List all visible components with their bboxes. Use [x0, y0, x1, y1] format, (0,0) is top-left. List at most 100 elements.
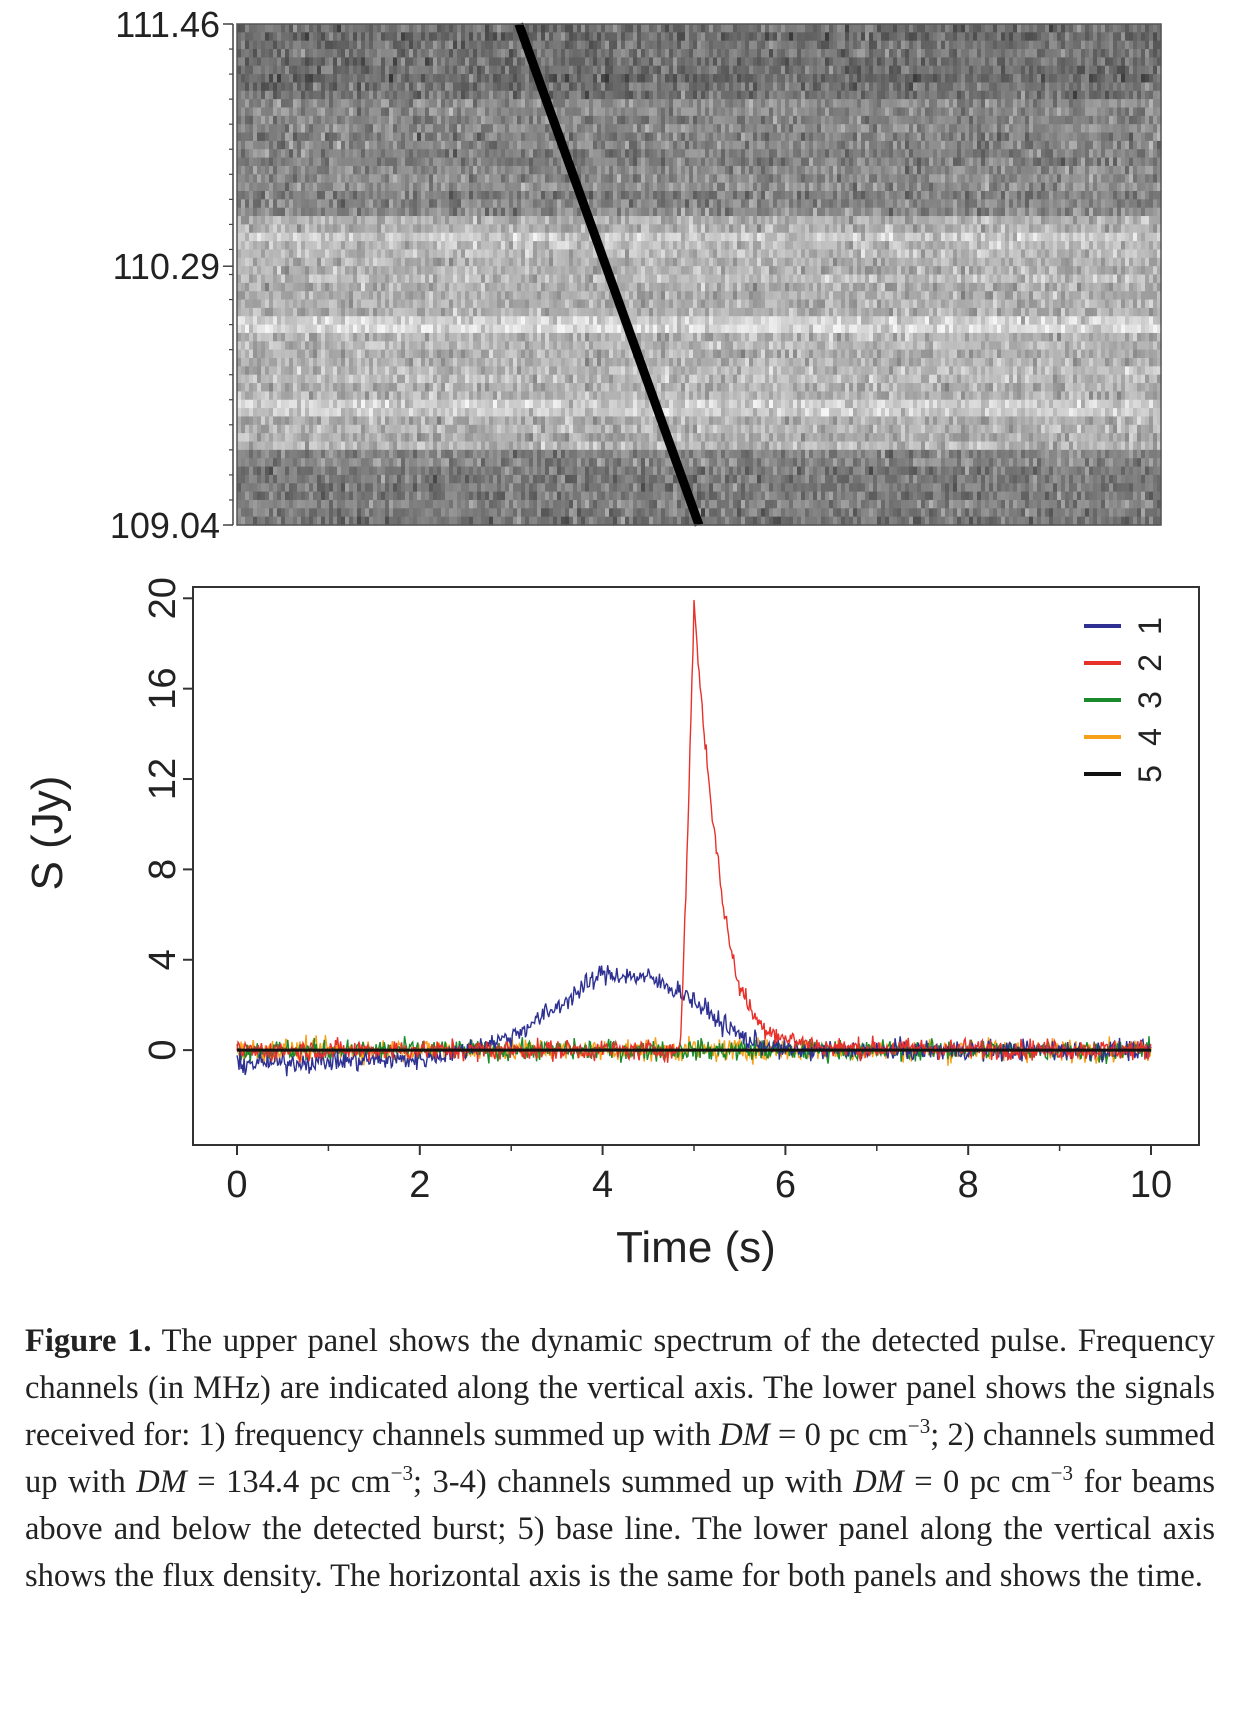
spectrum-pixel	[241, 32, 246, 42]
spectrum-pixel	[993, 32, 998, 42]
spectrum-pixel	[581, 74, 586, 84]
spectrum-pixel	[497, 124, 502, 134]
spectrum-pixel	[397, 165, 402, 175]
spectrum-pixel	[1061, 74, 1066, 84]
spectrum-pixel	[405, 115, 410, 125]
spectrum-pixel	[969, 74, 974, 84]
spectrum-pixel	[921, 82, 926, 92]
spectrum-pixel	[501, 40, 506, 50]
spectrum-pixel	[285, 99, 290, 109]
spectrum-pixel	[377, 82, 382, 92]
spectrum-pixel	[1077, 40, 1082, 50]
spectrum-pixel	[1101, 191, 1106, 200]
spectrum-pixel	[649, 40, 654, 50]
spectrum-pixel	[437, 49, 442, 58]
spectrum-pixel	[913, 140, 918, 150]
spectrum-pixel	[1097, 40, 1102, 50]
spectrum-pixel	[613, 191, 618, 200]
spectrum-pixel	[329, 24, 334, 33]
spectrum-pixel	[701, 115, 706, 125]
spectrum-pixel	[901, 57, 906, 67]
spectrum-pixel	[1001, 182, 1006, 192]
spectrum-pixel	[553, 24, 558, 33]
spectrum-pixel	[517, 99, 522, 109]
spectrum-pixel	[465, 57, 470, 67]
spectrum-pixel	[653, 140, 658, 150]
spectrum-pixel	[385, 132, 390, 142]
spectrum-pixel	[605, 24, 610, 33]
spectrum-pixel	[1033, 57, 1038, 67]
spectrum-pixel	[617, 191, 622, 200]
spectrum-pixel	[1125, 182, 1130, 192]
spectrum-pixel	[593, 165, 598, 175]
spectrum-pixel	[677, 32, 682, 42]
spectrum-pixel	[549, 157, 554, 167]
spectrum-pixel	[409, 165, 414, 175]
spectrum-pixel	[929, 182, 934, 192]
spectrum-pixel	[597, 32, 602, 42]
spectrum-pixel	[773, 174, 778, 184]
spectrum-pixel	[753, 82, 758, 92]
spectrum-pixel	[653, 32, 658, 42]
spectrum-pixel	[781, 124, 786, 134]
spectrum-pixel	[645, 157, 650, 167]
spectrum-pixel	[1121, 124, 1126, 134]
spectrum-pixel	[561, 65, 566, 75]
spectrum-pixel	[509, 49, 514, 58]
spectrum-pixel	[409, 157, 414, 167]
spectrum-pixel	[289, 40, 294, 50]
spectrum-pixel	[905, 149, 910, 159]
spectrum-pixel	[1005, 107, 1010, 117]
spectrum-pixel	[909, 165, 914, 175]
spectrum-pixel	[925, 157, 930, 167]
spectrum-pixel	[401, 57, 406, 67]
spectrum-pixel	[657, 132, 662, 142]
spectrum-pixel	[557, 74, 562, 84]
spectrum-pixel	[1085, 174, 1090, 184]
spectrum-pixel	[1125, 49, 1130, 58]
spectrum-pixel	[1081, 32, 1086, 42]
spectrum-pixel	[529, 199, 534, 209]
spectrum-pixel	[241, 40, 246, 50]
spectrum-pixel	[1105, 115, 1110, 125]
spectrum-pixel	[733, 191, 738, 200]
spectrum-pixel	[365, 74, 370, 84]
spectrum-pixel	[1045, 191, 1050, 200]
spectrum-pixel	[621, 74, 626, 84]
spectrum-pixel	[389, 74, 394, 84]
spectrum-pixel	[961, 57, 966, 67]
spectrum-pixel	[1105, 149, 1110, 159]
spectrum-pixel	[545, 174, 550, 184]
spectrum-pixel	[973, 174, 978, 184]
spectrum-pixel	[761, 90, 766, 100]
spectrum-pixel	[1073, 65, 1078, 75]
spectrum-pixel	[997, 140, 1002, 150]
spectrum-pixel	[341, 132, 346, 142]
spectrum-pixel	[641, 157, 646, 167]
spectrum-pixel	[597, 115, 602, 125]
spectrum-pixel	[857, 99, 862, 109]
spectrum-pixel	[641, 57, 646, 67]
spectrum-pixel	[709, 49, 714, 58]
spectrum-pixel	[509, 24, 514, 33]
spectrum-pixel	[617, 82, 622, 92]
spectrum-pixel	[425, 90, 430, 100]
spectrum-pixel	[753, 49, 758, 58]
spectrum-pixel	[429, 140, 434, 150]
spectrum-pixel	[1157, 107, 1162, 117]
spectrum-pixel	[741, 174, 746, 184]
spectrum-pixel	[773, 74, 778, 84]
spectrum-pixel	[393, 199, 398, 209]
spectrum-pixel	[437, 157, 442, 167]
spectrum-pixel	[453, 174, 458, 184]
spectrum-pixel	[521, 115, 526, 125]
spectrum-pixel	[305, 149, 310, 159]
spectrum-pixel	[1085, 57, 1090, 67]
spectrum-pixel	[973, 74, 978, 84]
spectrum-pixel	[601, 65, 606, 75]
spectrum-pixel	[989, 24, 994, 33]
spectrum-pixel	[961, 82, 966, 92]
spectrum-pixel	[781, 24, 786, 33]
spectrum-pixel	[761, 49, 766, 58]
spectrum-pixel	[789, 149, 794, 159]
